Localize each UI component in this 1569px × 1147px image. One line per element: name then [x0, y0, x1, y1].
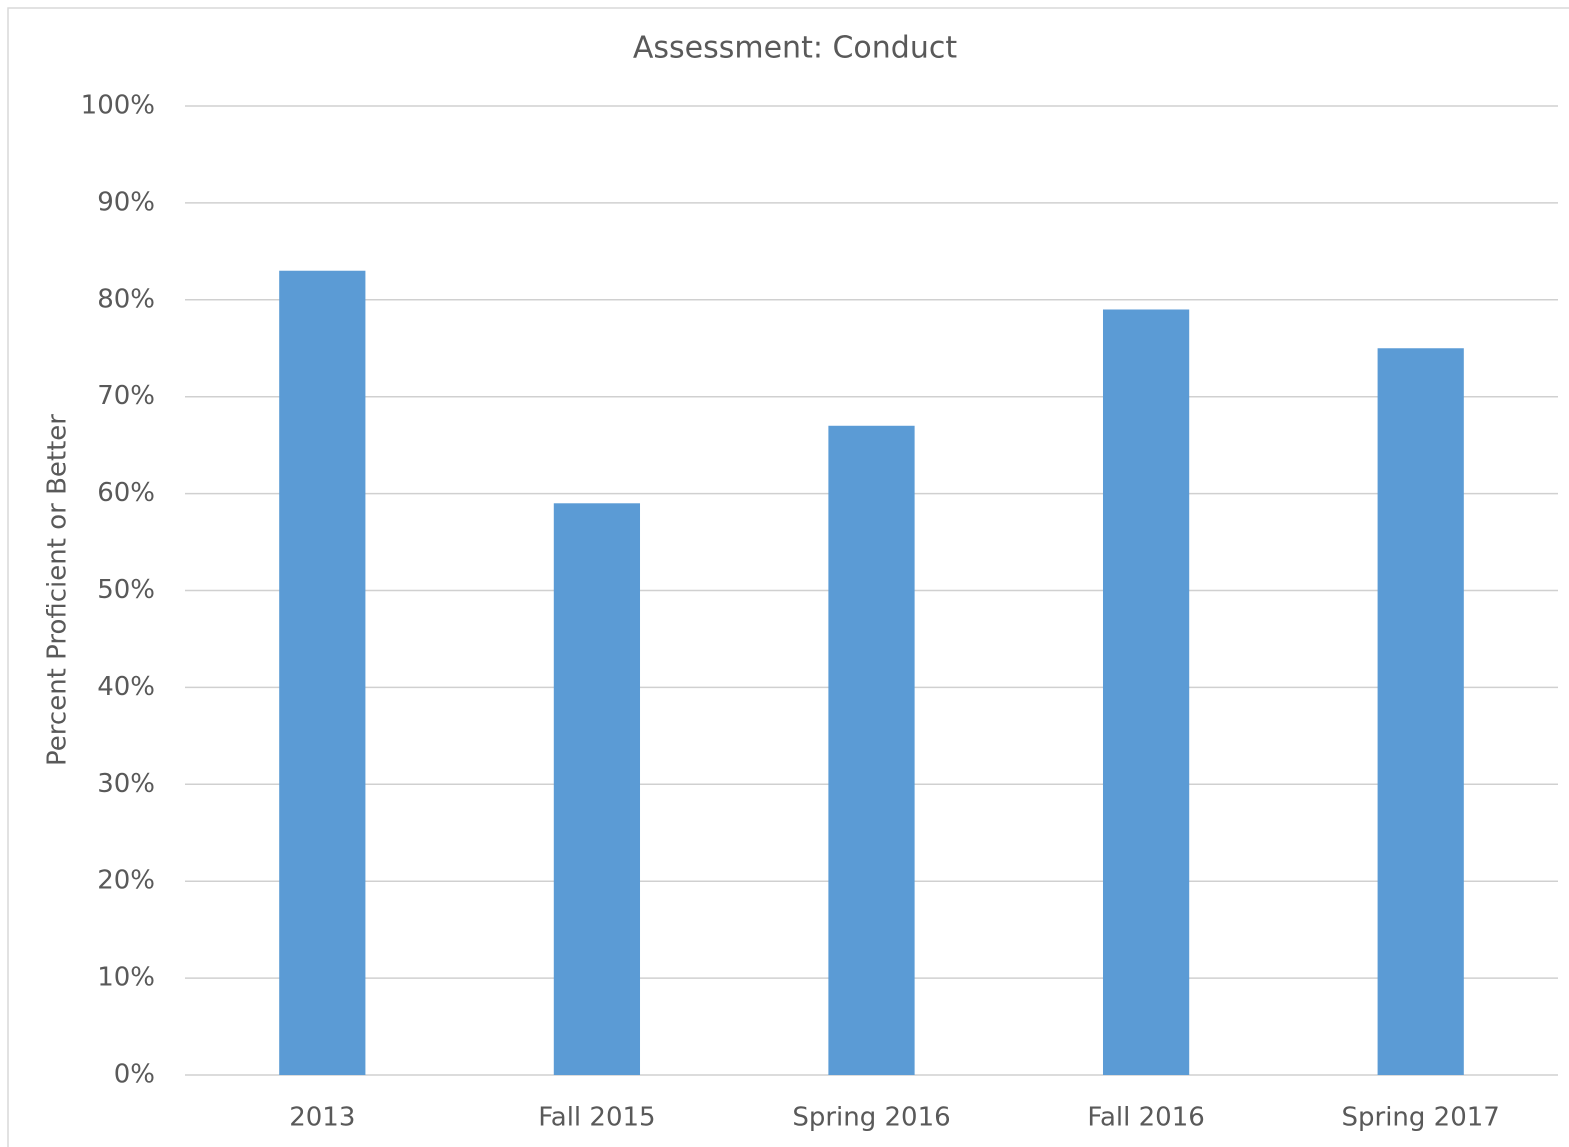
x-tick-label: Fall 2015 [538, 1103, 655, 1133]
bar [279, 270, 366, 1076]
bar [828, 425, 915, 1075]
bar [1377, 348, 1464, 1075]
y-tick-label: 40% [97, 672, 155, 702]
chart-title: Assessment: Conduct [633, 31, 957, 66]
bar [1102, 309, 1190, 1075]
y-tick-label: 0% [114, 1060, 155, 1090]
y-tick-label: 10% [97, 963, 155, 993]
bar [553, 503, 641, 1075]
y-axis-label: Percent Proficient or Better [43, 414, 73, 766]
x-tick-label: Fall 2016 [1087, 1103, 1204, 1133]
y-tick-label: 100% [81, 91, 155, 121]
y-tick-label: 80% [97, 284, 155, 314]
x-tick-label: 2013 [289, 1103, 355, 1133]
y-tick-label: 50% [97, 575, 155, 605]
x-tick-label: Spring 2017 [1342, 1103, 1500, 1133]
x-tick-label: Spring 2016 [792, 1103, 950, 1133]
chart-border [7, 7, 1569, 1147]
y-tick-label: 90% [97, 187, 155, 217]
y-tick-label: 60% [97, 478, 155, 508]
y-tick-label: 30% [97, 769, 155, 799]
y-tick-label: 70% [97, 381, 155, 411]
y-tick-label: 20% [97, 866, 155, 896]
